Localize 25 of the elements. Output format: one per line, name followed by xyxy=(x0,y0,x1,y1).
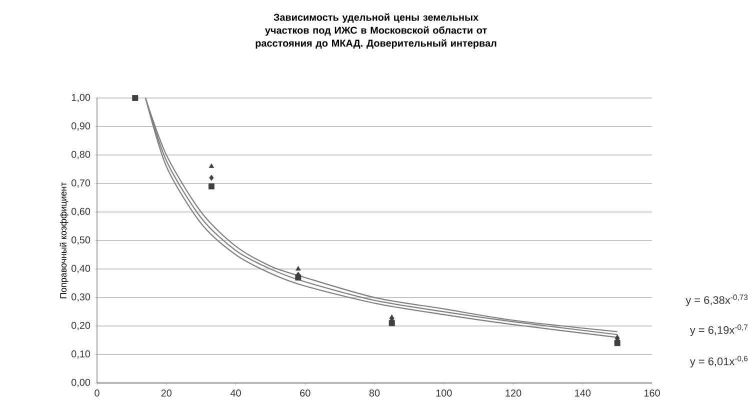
y-tick-label: 0,60 xyxy=(71,208,90,216)
x-tick-label: 60 xyxy=(300,390,310,397)
x-tick-label: 0 xyxy=(94,390,100,397)
y-tick-label: 1,00 xyxy=(72,94,90,102)
y-tick-label: 0,40 xyxy=(71,264,90,274)
text: y = 6,38x$^{-0,73}$ xyxy=(686,294,748,306)
x-tick-label: 100 xyxy=(436,390,452,397)
x-tick-label: 40 xyxy=(230,390,241,397)
y-tick-label: 0,70 xyxy=(71,179,90,188)
y-tick-label: 0,90 xyxy=(71,122,90,131)
x-tick-label: 80 xyxy=(369,390,380,397)
x-tick-label: 120 xyxy=(506,390,522,397)
y-tick-label: 0,80 xyxy=(71,150,90,160)
text: y = 6,01x$^{-0,6}$ xyxy=(690,356,748,368)
text: y = 6,19x$^{-0,7}$ xyxy=(690,324,748,336)
x-tick-label: 160 xyxy=(644,390,660,397)
y-tick-label: 0,10 xyxy=(71,350,90,359)
y-axis-title: Поправочный коэффициент xyxy=(60,182,68,298)
chart-title: Зависимость удельной цены земельных участков под ИЖС в Московской области от расстояния до МКАД. Доверительный интервал xyxy=(256,13,496,49)
y-tick-label: 0,20 xyxy=(71,322,90,330)
y-tick-label: 0,00 xyxy=(71,378,90,388)
y-tick-label: 0,30 xyxy=(71,293,90,302)
x-tick-label: 140 xyxy=(575,390,591,397)
x-tick-label: 20 xyxy=(161,390,172,397)
y-tick-label: 0,50 xyxy=(71,236,90,245)
